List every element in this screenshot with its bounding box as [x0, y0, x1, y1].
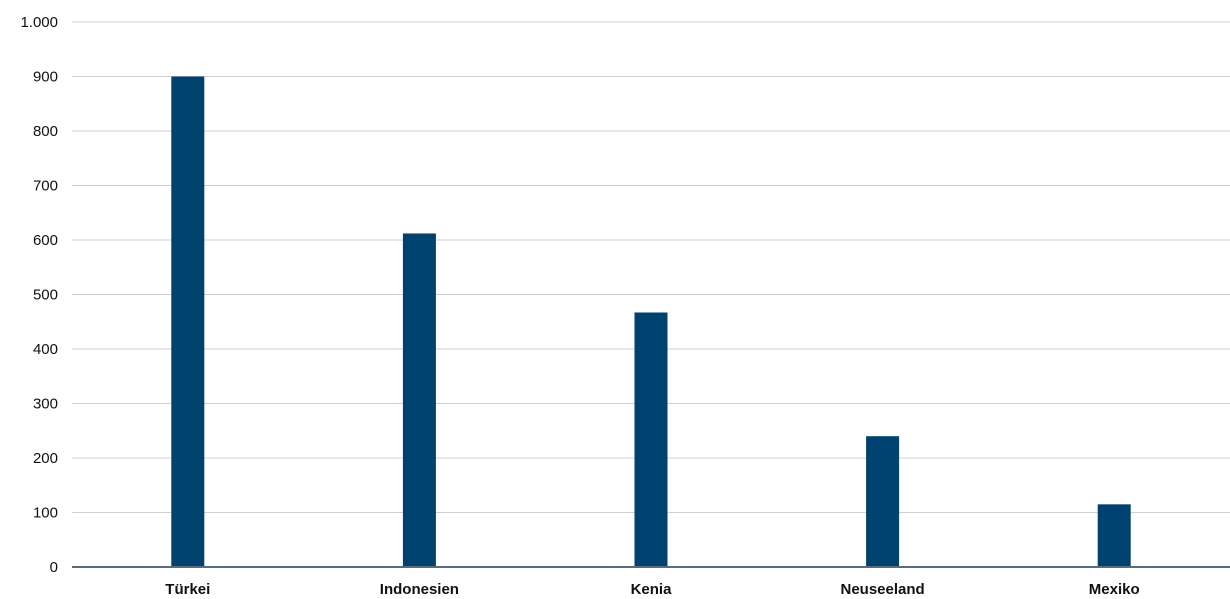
y-tick-label: 500 — [33, 287, 58, 304]
x-axis-category-labels: Türkei Indonesien Kenia Neuseeland Mexiko — [165, 581, 1139, 598]
bar-mexiko — [1097, 504, 1131, 567]
bar-türkei — [171, 76, 205, 567]
y-axis-tick-labels: 0 100 200 300 400 500 600 700 800 900 1.000 — [20, 14, 58, 576]
y-tick-label: 200 — [33, 450, 58, 467]
x-category-label: Türkei — [165, 581, 210, 598]
y-tick-label: 300 — [33, 396, 58, 413]
y-tick-label: 400 — [33, 341, 58, 358]
x-category-label: Kenia — [631, 581, 673, 598]
bar-indonesien — [402, 233, 436, 567]
y-tick-label: 1.000 — [20, 14, 58, 31]
x-category-label: Mexiko — [1089, 581, 1140, 598]
bars — [171, 76, 1131, 567]
x-category-label: Neuseeland — [840, 581, 924, 598]
bar-kenia — [634, 312, 668, 567]
y-tick-label: 700 — [33, 178, 58, 195]
x-category-label: Indonesien — [380, 581, 459, 598]
bar-neuseeland — [866, 436, 900, 567]
gridlines — [72, 21, 1230, 513]
y-tick-label: 0 — [50, 559, 58, 576]
y-tick-label: 600 — [33, 232, 58, 249]
y-tick-label: 100 — [33, 505, 58, 522]
y-tick-label: 900 — [33, 69, 58, 86]
y-tick-label: 800 — [33, 123, 58, 140]
